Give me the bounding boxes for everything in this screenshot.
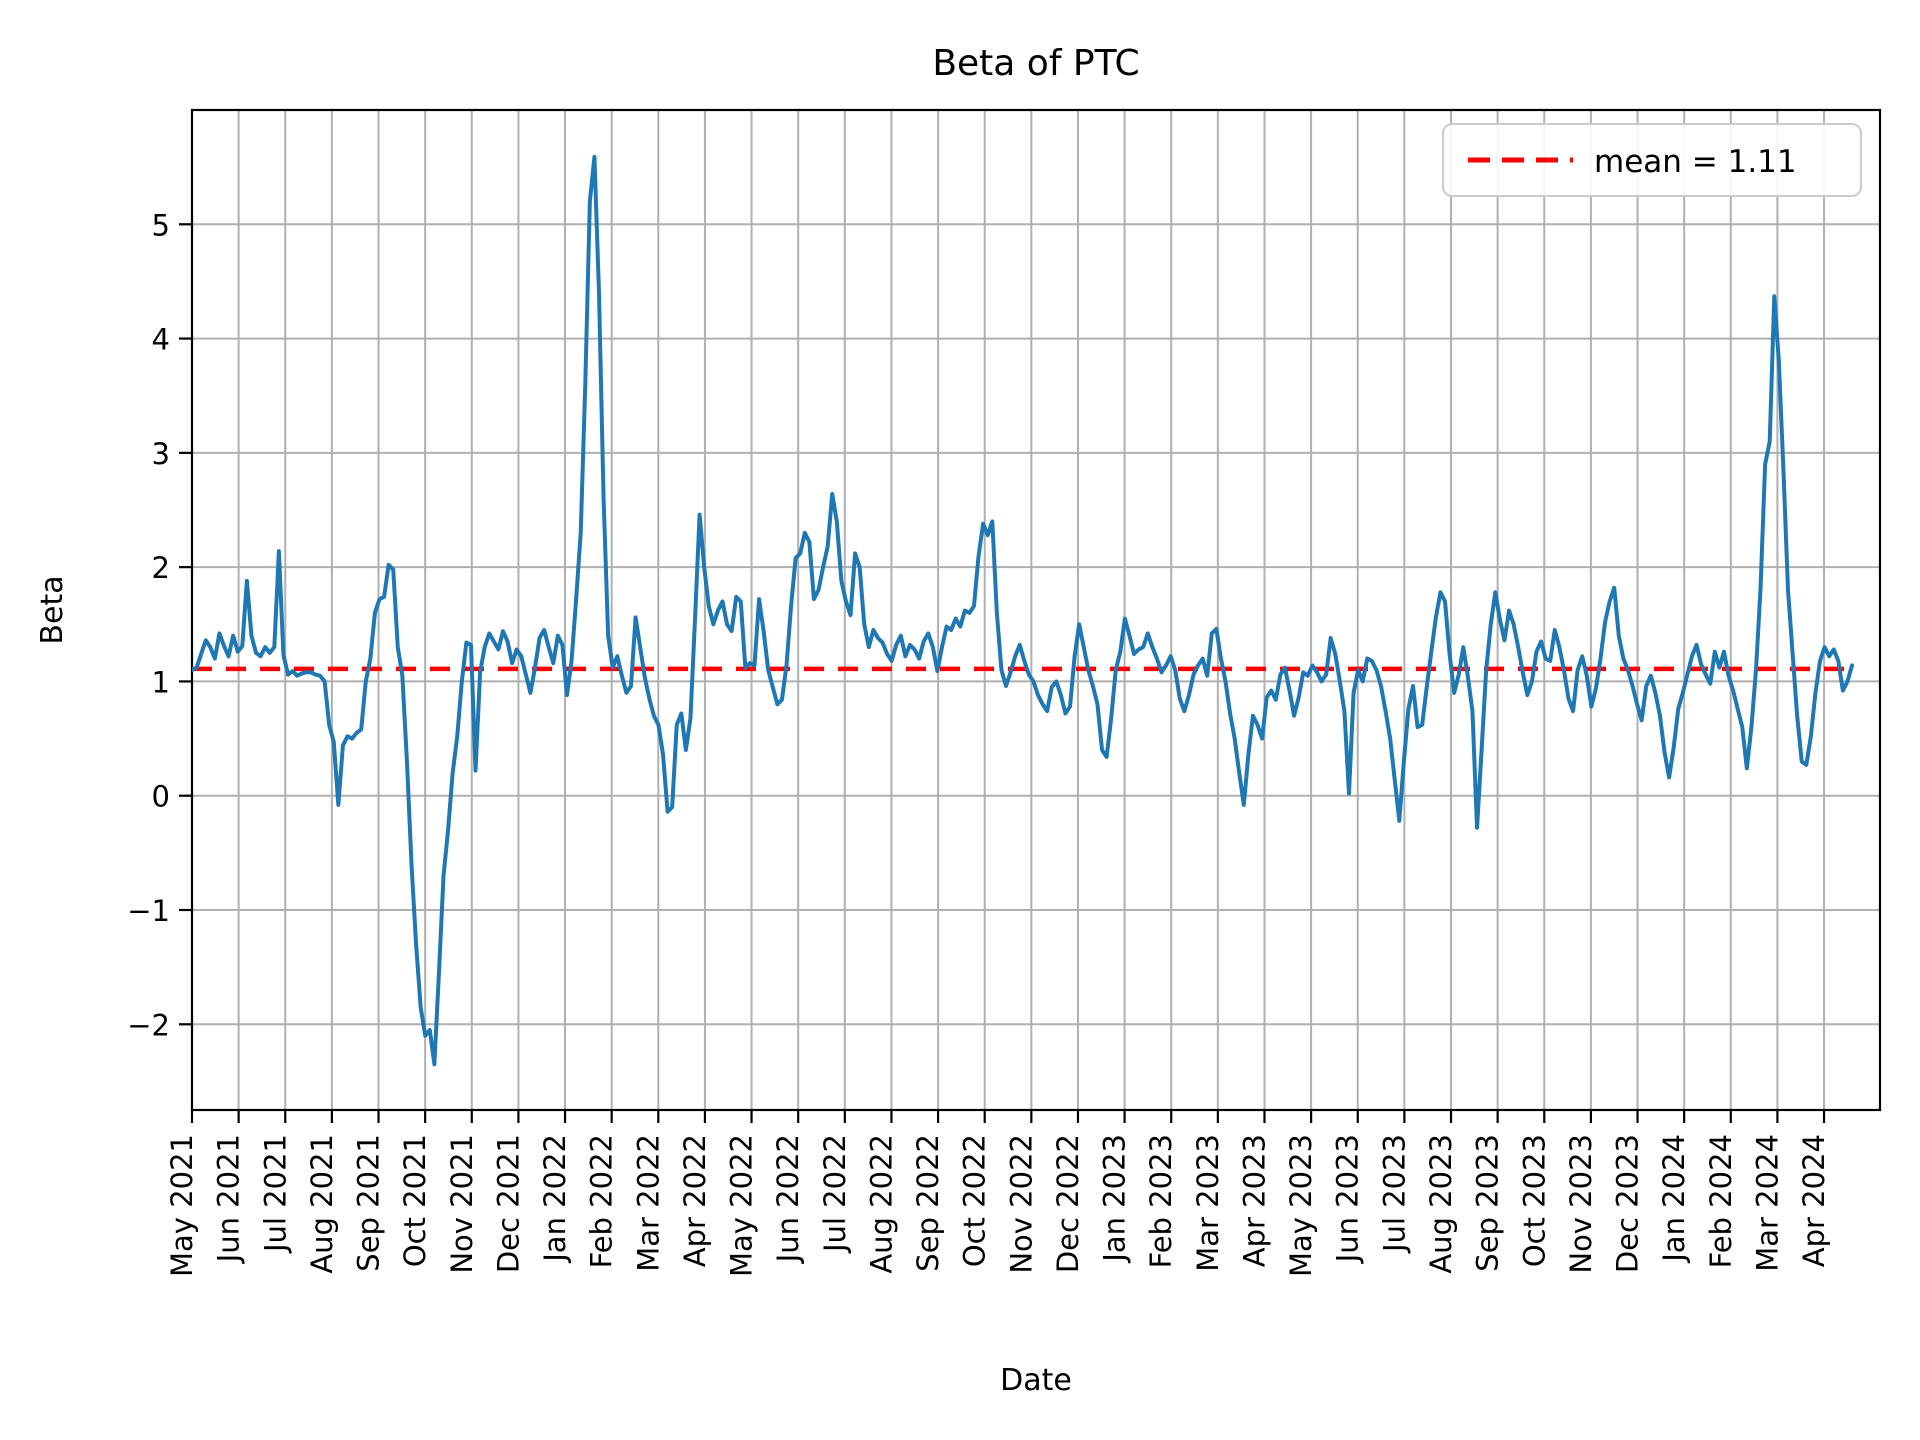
legend-mean-label: mean = 1.11 (1594, 144, 1797, 180)
x-tick-label: Aug 2021 (305, 1134, 339, 1274)
x-tick-label: Jun 2021 (212, 1134, 246, 1264)
x-tick-label: May 2021 (165, 1134, 199, 1277)
plot-frame (190, 108, 1882, 1112)
x-tick-label: Aug 2023 (1424, 1134, 1458, 1274)
chart-title: Beta of PTC (932, 43, 1139, 84)
x-tick-label: Mar 2023 (1191, 1134, 1225, 1272)
y-tick-label: 1 (152, 665, 170, 699)
x-tick-label: May 2023 (1284, 1134, 1318, 1277)
y-tick-label: 3 (152, 437, 170, 471)
y-tick-label: 4 (152, 323, 170, 357)
x-tick-label: Apr 2024 (1797, 1134, 1831, 1267)
x-axis-label: Date (1000, 1363, 1072, 1398)
x-tick-label: Aug 2022 (864, 1134, 898, 1274)
chart-legend: mean = 1.11 (1442, 123, 1862, 197)
x-tick-label: Feb 2023 (1144, 1134, 1178, 1268)
x-tick-label: Jan 2022 (538, 1134, 572, 1264)
x-tick-label: Jul 2023 (1377, 1134, 1411, 1254)
x-tick-label: Jan 2024 (1657, 1134, 1691, 1264)
x-tick-label: Oct 2021 (398, 1134, 432, 1267)
y-axis-ticks: −2 −1 0 1 2 3 4 5 (127, 208, 192, 1042)
y-tick-label: 0 (152, 780, 170, 814)
x-tick-label: Nov 2022 (1004, 1134, 1038, 1274)
x-axis-ticks: May 2021 Jun 2021 Jul 2021 Aug 2021 Sep 2021… (165, 1110, 1831, 1277)
x-tick-label: Sep 2021 (352, 1134, 386, 1272)
x-tick-label: Oct 2023 (1517, 1134, 1551, 1267)
x-tick-label: Feb 2024 (1704, 1134, 1738, 1268)
x-tick-label: Jul 2022 (818, 1134, 852, 1254)
x-tick-label: Mar 2024 (1750, 1134, 1784, 1272)
x-tick-label: Nov 2023 (1564, 1134, 1598, 1274)
x-tick-label: Dec 2023 (1611, 1134, 1645, 1273)
x-tick-label: Dec 2021 (491, 1134, 525, 1273)
x-tick-label: Jul 2021 (258, 1134, 292, 1254)
x-tick-label: Oct 2022 (958, 1134, 992, 1267)
beta-series-line (192, 154, 1855, 1067)
y-tick-label: 2 (152, 551, 170, 585)
x-tick-label: Jun 2023 (1331, 1134, 1365, 1264)
x-tick-label: Dec 2022 (1051, 1134, 1085, 1273)
y-tick-label: −2 (127, 1008, 170, 1042)
x-tick-label: May 2022 (725, 1134, 759, 1277)
x-tick-label: Mar 2022 (631, 1134, 665, 1272)
y-tick-label: 5 (152, 208, 170, 242)
x-tick-label: Apr 2023 (1237, 1134, 1271, 1267)
x-tick-label: Jan 2023 (1098, 1134, 1132, 1264)
x-tick-label: Nov 2021 (445, 1134, 479, 1274)
x-tick-label: Feb 2022 (585, 1134, 619, 1268)
x-tick-label: Sep 2022 (911, 1134, 945, 1272)
x-tick-label: Sep 2023 (1471, 1134, 1505, 1272)
x-tick-label: Jun 2022 (771, 1134, 805, 1264)
y-tick-label: −1 (127, 894, 170, 928)
x-tick-label: Apr 2022 (678, 1134, 712, 1267)
legend-box (1442, 123, 1862, 197)
y-axis-label: Beta (35, 575, 70, 644)
